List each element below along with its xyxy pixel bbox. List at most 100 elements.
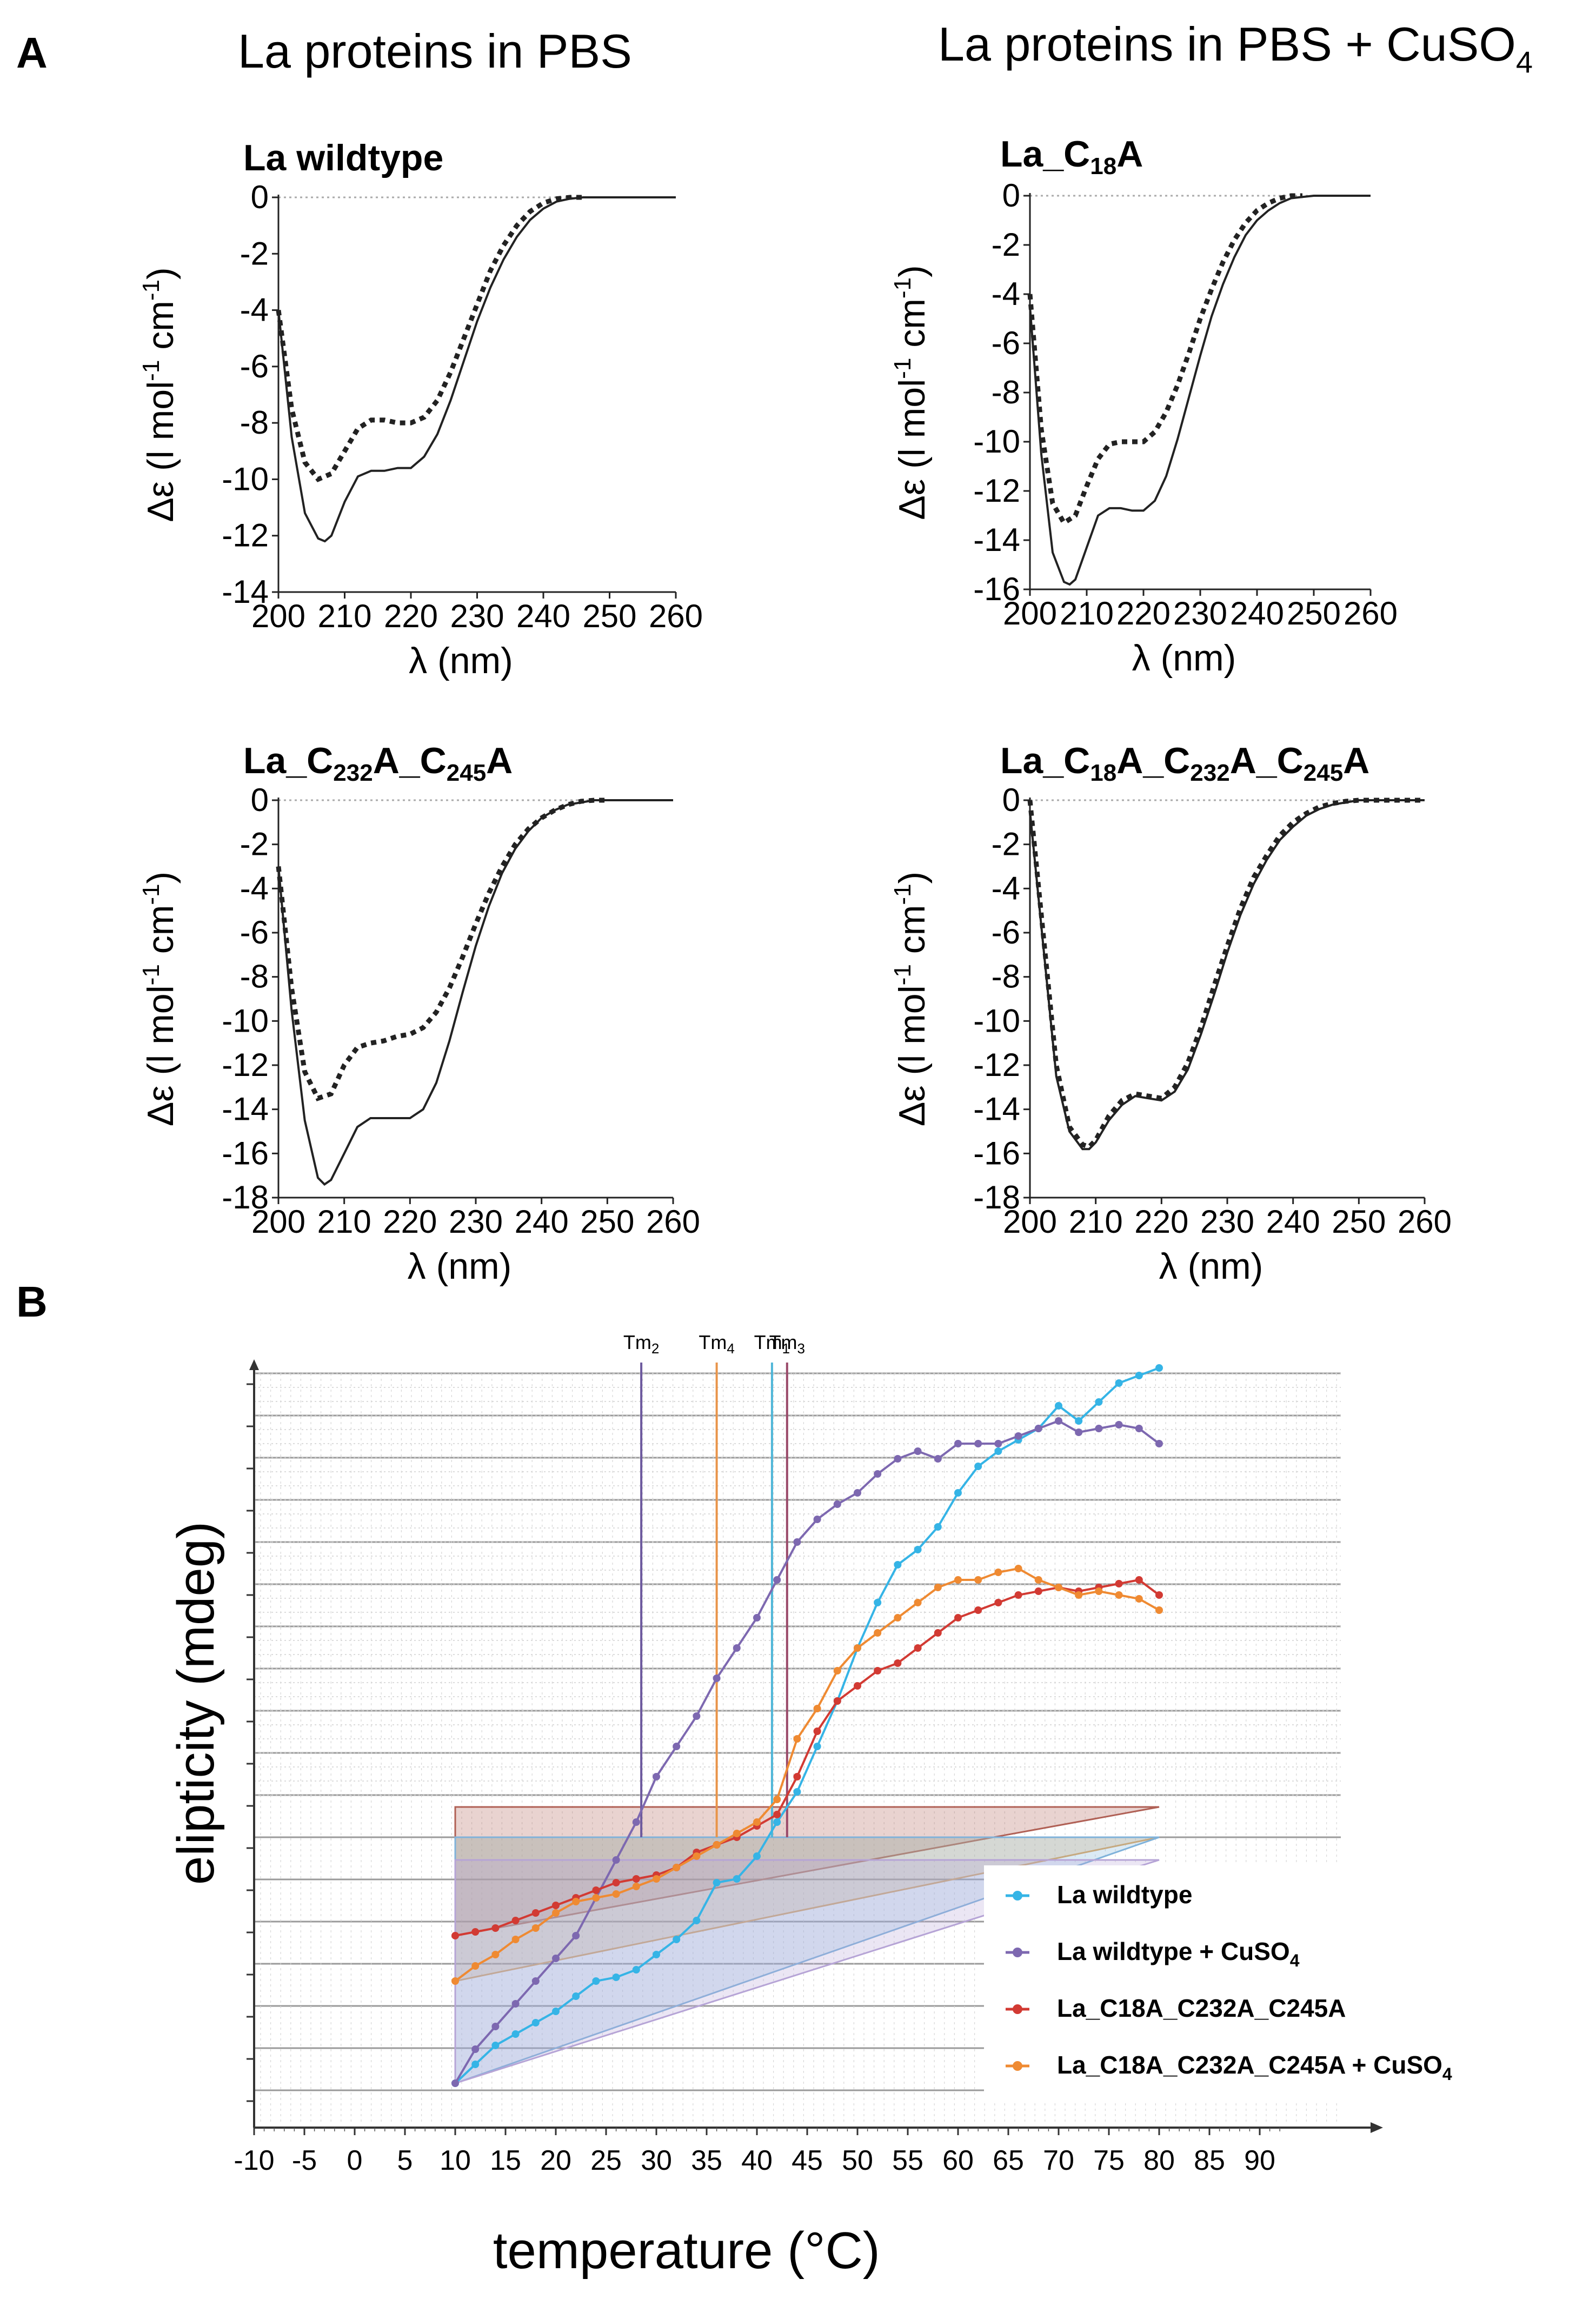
x-tick-label: 40: [741, 2145, 773, 2176]
chart-title: La_C18A: [1000, 134, 1143, 180]
x-tick-label: 210: [317, 1204, 371, 1240]
x-tick-label: 210: [1060, 595, 1114, 632]
x-tick-label: 230: [450, 598, 504, 634]
data-point: [511, 2030, 520, 2038]
data-point: [994, 1447, 1002, 1455]
x-tick-label: 220: [1116, 595, 1171, 632]
data-point: [451, 2079, 459, 2087]
data-point: [451, 1977, 459, 1985]
y-tick-label: -6: [240, 348, 269, 384]
tm-marker-label: Tm4: [699, 1331, 734, 1357]
data-point: [854, 1682, 861, 1690]
y-tick-label: -8: [992, 959, 1020, 995]
legend-swatch-dot: [1013, 1891, 1022, 1901]
data-point: [1155, 1364, 1163, 1372]
data-point: [894, 1455, 902, 1463]
y-tick-label: -12: [973, 473, 1020, 509]
x-tick-label: -10: [234, 2145, 274, 2176]
series-line-cuso4: [1027, 798, 1425, 1150]
y-tick-label: -12: [973, 1047, 1020, 1083]
data-point: [491, 1951, 500, 1958]
data-point: [1155, 1606, 1163, 1614]
y-axis-label: Δε (l mol-1 cm-1): [138, 872, 181, 1126]
data-point: [813, 1727, 821, 1735]
y-tick-label: -14: [222, 1091, 269, 1127]
data-point: [572, 1898, 580, 1905]
data-point: [592, 1894, 600, 1902]
legend-label: La wildtype: [1057, 1881, 1192, 1909]
x-tick-label: 210: [317, 598, 371, 634]
x-tick-label: 250: [1287, 595, 1341, 632]
data-point: [994, 1440, 1002, 1447]
x-tick-label: 260: [1398, 1204, 1452, 1240]
data-point: [673, 1743, 681, 1750]
y-tick-label: -16: [973, 571, 1020, 607]
data-point: [673, 1936, 681, 1943]
y-tick-label: -2: [240, 235, 269, 271]
y-tick-label: -16: [222, 1135, 269, 1171]
data-point: [813, 1705, 821, 1712]
x-tick-label: 260: [1344, 595, 1398, 632]
data-point: [894, 1561, 902, 1569]
data-point: [531, 1909, 540, 1917]
x-tick-label: 260: [649, 598, 703, 634]
data-point: [874, 1599, 882, 1606]
legend-label: La wildtype + CuSO4: [1057, 1937, 1300, 1970]
x-axis-label: λ (nm): [408, 1246, 512, 1287]
data-point: [994, 1569, 1002, 1576]
legend-label: La_C18A_C232A_C245A + CuSO4: [1057, 2051, 1452, 2084]
header-left: La proteins in PBS: [238, 24, 632, 78]
x-tick-label: 75: [1093, 2145, 1125, 2176]
data-point: [854, 1489, 861, 1497]
x-tick-label: 45: [792, 2145, 823, 2176]
y-tick-label: -10: [973, 423, 1020, 460]
y-axis-label: Δε (l mol-1 cm-1): [889, 265, 933, 520]
data-point: [1095, 1587, 1103, 1595]
data-point: [1115, 1421, 1123, 1428]
data-point: [1075, 1591, 1083, 1599]
baseline-shading: [454, 1859, 1160, 2085]
x-tick-label: 25: [590, 2145, 622, 2176]
data-point: [934, 1523, 942, 1531]
data-point: [954, 1576, 962, 1584]
y-tick-label: -8: [240, 404, 269, 441]
data-point: [894, 1659, 902, 1667]
x-tick-label: 35: [691, 2145, 722, 2176]
header-right: La proteins in PBS + CuSO4: [938, 17, 1533, 79]
data-point: [653, 1773, 660, 1780]
y-tick-label: -4: [240, 870, 269, 906]
y-tick-label: -10: [973, 1002, 1020, 1039]
data-point: [793, 1788, 801, 1796]
data-point: [632, 1818, 640, 1826]
x-tick-label: 50: [842, 2145, 873, 2176]
x-tick-label: 85: [1194, 2145, 1225, 2176]
data-point: [552, 1902, 560, 1909]
data-point: [451, 1932, 459, 1939]
data-point: [572, 1932, 580, 1939]
y-tick-label: -2: [992, 826, 1020, 862]
data-point: [914, 1599, 922, 1606]
data-point: [552, 2008, 560, 2015]
data-point: [612, 1890, 620, 1898]
data-point: [511, 1936, 520, 1943]
data-point: [914, 1447, 922, 1455]
data-point: [874, 1470, 882, 1478]
data-point: [693, 1852, 701, 1860]
x-tick-label: 200: [251, 598, 305, 634]
data-point: [773, 1796, 781, 1803]
x-tick-label: 250: [582, 598, 636, 634]
y-tick-label: -4: [240, 292, 269, 328]
y-tick-label: -10: [222, 1002, 269, 1039]
data-point: [1055, 1584, 1062, 1591]
data-point: [1055, 1402, 1062, 1410]
series-line: [454, 1367, 1160, 2084]
data-point: [1155, 1591, 1163, 1599]
y-tick-label: -14: [222, 574, 269, 610]
data-point: [874, 1629, 882, 1637]
data-point: [733, 1644, 741, 1652]
data-point: [954, 1614, 962, 1622]
data-point: [552, 1909, 560, 1917]
data-point: [612, 1879, 620, 1886]
y-axis-arrow: [249, 1359, 259, 1370]
